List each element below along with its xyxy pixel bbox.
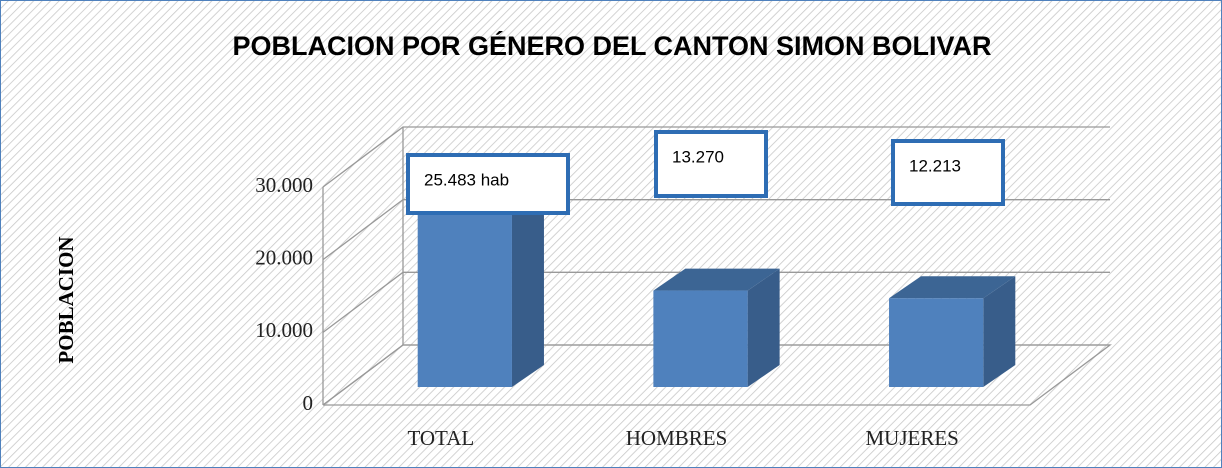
y-tick-label: 0 <box>303 391 314 415</box>
grid-line <box>322 271 1110 333</box>
value-label-box <box>654 130 768 198</box>
y-tick-label: 20.000 <box>255 245 313 269</box>
bar-front <box>653 290 748 387</box>
grid-line <box>322 199 1110 261</box>
bar-side <box>747 268 780 387</box>
y-axis-label: POBLACION <box>54 236 78 363</box>
grid-line <box>322 344 1110 406</box>
x-tick-label: HOMBRES <box>626 426 728 450</box>
y-tick-label: 10.000 <box>255 318 313 342</box>
value-label-box <box>406 153 570 215</box>
bar-front <box>417 201 512 387</box>
grid-line <box>322 126 1110 188</box>
bar-top <box>889 276 1016 299</box>
x-tick-label: MUJERES <box>865 426 958 450</box>
bar-top <box>653 268 780 291</box>
bar-side <box>983 276 1016 387</box>
x-tick-label: TOTAL <box>407 426 474 450</box>
y-tick-label: 30.000 <box>255 173 313 197</box>
chart-title: POBLACION POR GÉNERO DEL CANTON SIMON BO… <box>232 30 991 61</box>
value-label: 13.270 <box>672 147 724 166</box>
value-label: 12.213 <box>909 156 961 175</box>
bar <box>653 268 780 387</box>
value-label-box <box>891 139 1005 206</box>
bar <box>889 276 1016 387</box>
bar-front <box>889 298 984 387</box>
value-label: 25.483 hab <box>424 170 509 189</box>
bar-side <box>511 179 544 387</box>
